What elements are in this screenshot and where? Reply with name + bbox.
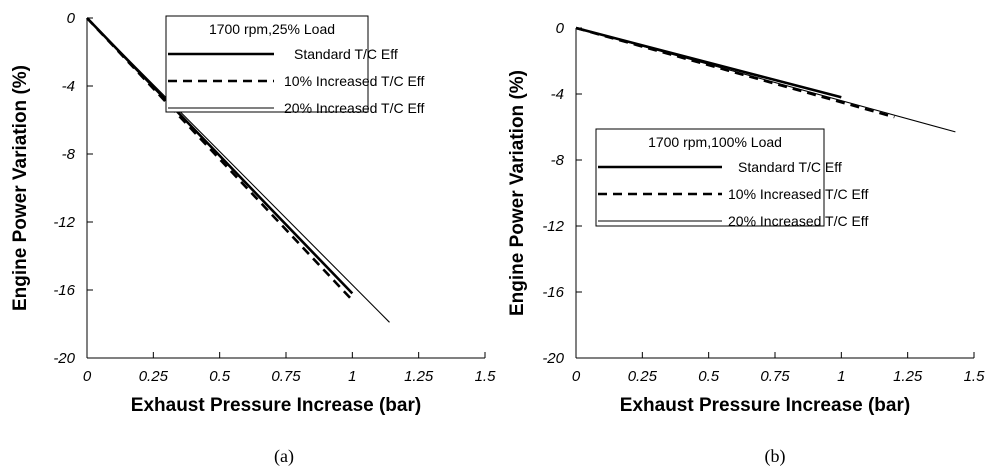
x-tick-label: 0.75 xyxy=(760,368,790,385)
legend-label-1: Standard T/C Eff xyxy=(738,159,842,175)
y-tick-label: -12 xyxy=(542,218,564,235)
x-tick-label: 0.75 xyxy=(271,368,301,385)
legend-box xyxy=(165,15,369,113)
legend-title: 1700 rpm,25% Load xyxy=(209,21,335,37)
chart-a: 0 -4 -8 -12 -16 -20 0 0.25 0.5 0.75 1 1.25 1.5 Exhaus… xyxy=(10,10,496,467)
y-axis-title: Engine Power Variation (%) xyxy=(507,70,528,316)
figure-caption: (a) xyxy=(274,446,294,467)
x-axis-title: Exhaust Pressure Increase (bar) xyxy=(620,395,910,416)
y-tick-label: -16 xyxy=(542,284,564,301)
y-tick-label: 0 xyxy=(556,20,565,37)
y-tick-label: -8 xyxy=(62,146,76,163)
figure-caption: (b) xyxy=(765,446,786,467)
x-axis-title: Exhaust Pressure Increase (bar) xyxy=(131,395,421,416)
x-tick-label: 1.25 xyxy=(893,368,923,385)
y-tick-label: 0 xyxy=(67,10,76,27)
x-tick-label: 1 xyxy=(837,368,845,385)
x-tick-label: 0.5 xyxy=(209,368,231,385)
series-line-3 xyxy=(86,17,390,323)
x-tick-label: 1.5 xyxy=(475,368,497,385)
y-tick-label: -16 xyxy=(53,282,75,299)
legend-label-2: 10% Increased T/C Eff xyxy=(728,186,868,202)
x-tick-label: 1.25 xyxy=(404,368,434,385)
legend-label-3: 20% Increased T/C Eff xyxy=(728,213,868,229)
y-axis-title: Engine Power Variation (%) xyxy=(10,65,31,311)
x-tick-label: 0.5 xyxy=(698,368,720,385)
legend-title: 1700 rpm,100% Load xyxy=(648,134,782,150)
legend-label-1: Standard T/C Eff xyxy=(294,46,398,62)
x-tick-label: 0 xyxy=(83,368,92,385)
y-tick-label: -4 xyxy=(62,78,75,95)
y-tick-label: -20 xyxy=(53,350,75,367)
x-tick-label: 0.25 xyxy=(139,368,169,385)
legend-box xyxy=(595,128,825,227)
legend-label-2: 10% Increased T/C Eff xyxy=(284,73,424,89)
series-line-3 xyxy=(575,27,956,133)
series-line-2 xyxy=(86,17,354,302)
y-tick-label: -12 xyxy=(53,214,75,231)
x-tick-label: 1 xyxy=(348,368,356,385)
series-line-2 xyxy=(575,26,895,119)
x-tick-label: 1.5 xyxy=(964,368,986,385)
y-tick-label: -8 xyxy=(551,152,565,169)
chart-b: 0 -4 -8 -12 -16 -20 0 0.25 0.5 0.75 1 1.25 1.5 Exhaus… xyxy=(507,20,985,467)
legend-label-3: 20% Increased T/C Eff xyxy=(284,100,424,116)
y-tick-label: -4 xyxy=(551,86,564,103)
y-tick-label: -20 xyxy=(542,350,564,367)
x-tick-label: 0.25 xyxy=(628,368,658,385)
x-tick-label: 0 xyxy=(572,368,581,385)
